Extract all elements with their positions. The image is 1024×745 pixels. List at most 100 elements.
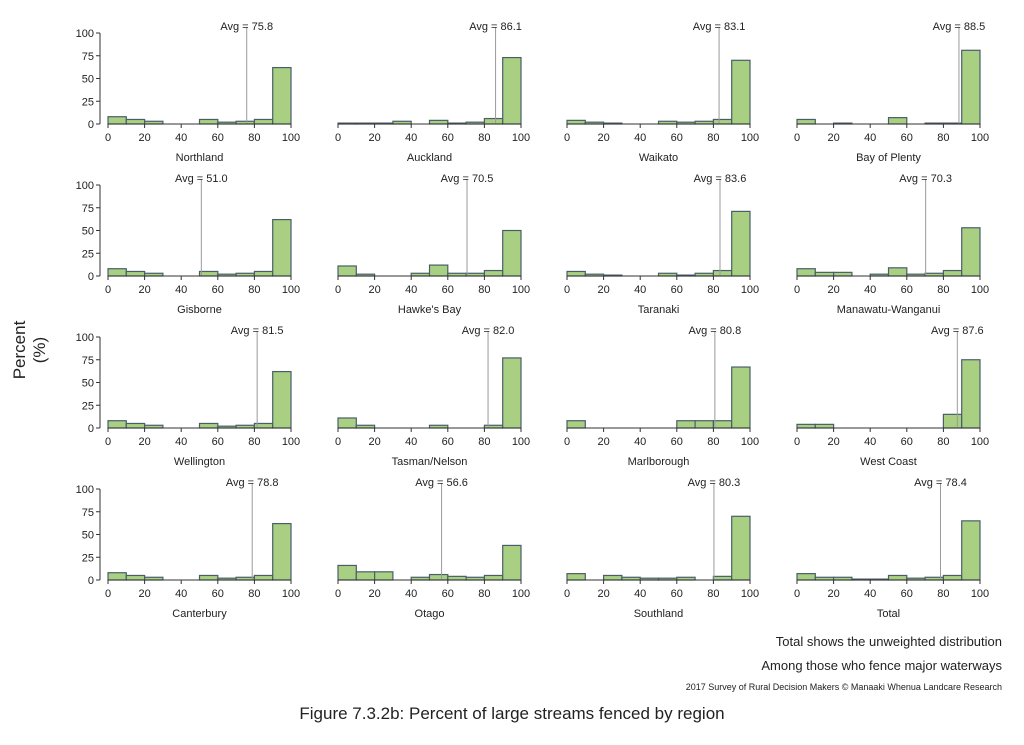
x-tick-label: 100	[971, 284, 989, 296]
avg-label: Avg = 80.3	[688, 477, 741, 489]
y-tick-label: 25	[82, 552, 94, 564]
x-tick-label: 40	[175, 132, 187, 144]
panel-auckland: Avg = 86.1 0 20 40 60 80 100 Auckland	[335, 21, 530, 164]
x-tick-label: 60	[901, 436, 913, 448]
fence-note: Among those who fence major waterways	[761, 658, 1002, 673]
panel-label: Auckland	[407, 152, 452, 164]
avg-label: Avg = 70.3	[899, 173, 952, 185]
histogram-bar	[814, 271, 835, 277]
x-tick-label: 100	[741, 436, 759, 448]
x-tick-label: 20	[597, 284, 609, 296]
histogram-bar	[942, 574, 963, 581]
x-tick-label: 40	[864, 132, 876, 144]
histogram-bar	[602, 574, 623, 581]
panel-label: West Coast	[860, 456, 917, 468]
histogram-bar	[712, 269, 733, 277]
panel-otago: Avg = 56.6 0 20 40 60 80 100 Otago	[335, 477, 530, 620]
histogram-bar	[253, 270, 274, 277]
x-tick-label: 80	[707, 588, 719, 600]
histogram-bar	[198, 270, 219, 277]
histogram-bar	[731, 59, 751, 125]
histogram-bar	[502, 56, 522, 125]
histogram-bar	[731, 366, 751, 429]
histogram-bar	[566, 119, 586, 125]
x-tick-label: 100	[971, 588, 989, 600]
histogram-bar	[337, 417, 357, 429]
x-tick-label: 0	[564, 588, 570, 600]
histogram-bar	[566, 573, 586, 581]
x-tick-label: 40	[634, 132, 646, 144]
panel-northland: Avg = 75.8 0 20 40 60 80 100 Northland 0 25 50 75 10…	[76, 21, 301, 164]
x-tick-label: 20	[138, 436, 150, 448]
histogram-bar	[712, 420, 733, 429]
x-tick-label: 100	[512, 132, 530, 144]
y-tick-label: 25	[82, 96, 94, 108]
x-tick-label: 100	[971, 436, 989, 448]
histogram-bar	[832, 271, 853, 277]
x-tick-label: 40	[405, 132, 417, 144]
x-tick-label: 0	[564, 436, 570, 448]
figure-caption: Figure 7.3.2b: Percent of large streams …	[299, 704, 725, 723]
panel-label: Taranaki	[638, 304, 680, 316]
avg-label: Avg = 83.6	[694, 173, 747, 185]
x-tick-label: 100	[282, 588, 300, 600]
x-tick-label: 60	[901, 588, 913, 600]
histogram-bar	[961, 520, 981, 581]
histogram-bar	[428, 264, 449, 277]
y-tick-label: 100	[76, 180, 94, 192]
histogram-bar	[961, 227, 981, 277]
panel-label: Hawke's Bay	[398, 304, 462, 316]
histogram-bar	[731, 210, 751, 277]
x-tick-label: 80	[937, 284, 949, 296]
y-tick-label: 100	[76, 484, 94, 496]
x-tick-label: 0	[335, 132, 341, 144]
x-tick-label: 0	[105, 132, 111, 144]
x-tick-label: 80	[937, 588, 949, 600]
histogram-bar	[961, 49, 981, 125]
x-tick-label: 20	[368, 436, 380, 448]
avg-label: Avg = 75.8	[220, 21, 273, 33]
histogram-bar	[887, 574, 908, 581]
x-tick-label: 20	[827, 588, 839, 600]
x-tick-label: 40	[405, 284, 417, 296]
x-tick-label: 40	[864, 588, 876, 600]
x-tick-label: 80	[707, 436, 719, 448]
histogram-bar	[796, 268, 816, 277]
x-tick-label: 0	[794, 132, 800, 144]
panel-label: Wellington	[174, 456, 225, 468]
avg-label: Avg = 70.5	[441, 173, 494, 185]
histogram-bar	[272, 66, 292, 125]
x-tick-label: 60	[212, 132, 224, 144]
x-tick-label: 40	[175, 284, 187, 296]
histogram-bar	[107, 116, 127, 125]
y-tick-label: 50	[82, 378, 94, 390]
histogram-bar	[731, 515, 751, 581]
x-tick-label: 40	[864, 436, 876, 448]
x-tick-label: 0	[335, 284, 341, 296]
x-tick-label: 60	[671, 588, 683, 600]
panel-label: Canterbury	[172, 608, 227, 620]
histogram-bar	[814, 423, 835, 429]
histogram-bar	[198, 118, 219, 125]
histogram-bar	[125, 118, 146, 125]
x-tick-label: 40	[634, 436, 646, 448]
x-tick-label: 60	[442, 132, 454, 144]
avg-label: Avg = 56.6	[415, 477, 468, 489]
histogram-bar	[961, 359, 981, 429]
x-tick-label: 0	[794, 436, 800, 448]
histogram-bar	[502, 229, 522, 277]
panel-bay-of-plenty: Avg = 88.5 0 20 40 60 80 100 Bay of Plenty	[794, 21, 989, 164]
panel-southland: Avg = 80.3 0 20 40 60 80 100 Southland	[564, 477, 759, 620]
x-tick-label: 60	[901, 132, 913, 144]
x-tick-label: 20	[368, 588, 380, 600]
panel-waikato: Avg = 83.1 0 20 40 60 80 100 Waikato	[564, 21, 759, 164]
x-tick-label: 100	[741, 588, 759, 600]
panel-west-coast: Avg = 87.6 0 20 40 60 80 100 West Coast	[794, 325, 989, 468]
y-tick-label: 75	[82, 507, 94, 519]
histogram-bar	[272, 522, 292, 581]
x-tick-label: 20	[597, 436, 609, 448]
x-tick-label: 60	[212, 284, 224, 296]
histogram-bar	[125, 422, 146, 429]
histogram-bar	[272, 218, 292, 277]
panel-label: Tasman/Nelson	[392, 456, 468, 468]
